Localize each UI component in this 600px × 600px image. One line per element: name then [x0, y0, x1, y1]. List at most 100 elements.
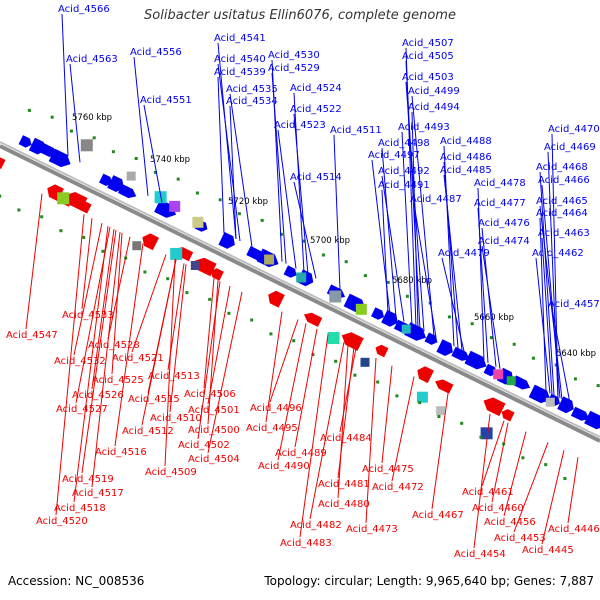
forward-gene-label: Acid_4466	[538, 175, 590, 186]
forward-gene-arrow	[218, 232, 235, 249]
scale-label: 5680 kbp	[392, 276, 432, 286]
noncoding-marker	[418, 401, 422, 405]
noncoding-marker	[50, 115, 54, 119]
reverse-gene-leader	[381, 365, 393, 464]
forward-gene-leader	[539, 171, 555, 396]
forward-gene-label: Acid_4465	[536, 196, 588, 207]
reverse-gene-leader	[207, 280, 219, 425]
annotation-block	[506, 376, 516, 386]
forward-gene-label: Acid_4566	[58, 4, 110, 15]
forward-gene-leader	[277, 129, 297, 269]
reverse-gene-label: Acid_4489	[275, 448, 327, 459]
reverse-gene-leader	[513, 442, 549, 533]
noncoding-marker	[92, 136, 96, 140]
forward-gene-leader	[229, 93, 253, 247]
forward-gene-label: Acid_4514	[290, 172, 342, 183]
reverse-gene-arrow	[268, 290, 285, 308]
noncoding-marker	[311, 353, 315, 357]
forward-gene-leader	[381, 189, 389, 314]
reverse-gene-leader	[141, 259, 177, 426]
noncoding-marker	[176, 177, 180, 181]
forward-gene-label: Acid_4505	[402, 51, 454, 62]
noncoding-marker	[521, 456, 525, 460]
reverse-gene-label: Acid_4483	[280, 538, 332, 549]
reverse-gene-label: Acid_4526	[72, 390, 124, 401]
forward-gene-leader	[401, 131, 413, 326]
forward-gene-label: Acid_4464	[536, 208, 588, 219]
forward-gene-label: Acid_4493	[398, 122, 450, 133]
forward-gene-leader	[535, 257, 551, 394]
forward-gene-leader	[539, 217, 547, 392]
reverse-gene-leader	[81, 218, 93, 310]
noncoding-marker	[353, 373, 357, 377]
forward-gene-label: Acid_4479	[438, 248, 490, 259]
forward-gene-label: Acid_4478	[474, 178, 526, 189]
forward-gene-leader	[293, 92, 305, 273]
forward-gene-leader	[271, 72, 287, 264]
noncoding-marker	[334, 359, 338, 363]
scale-label: 5640 kbp	[556, 349, 596, 359]
noncoding-marker	[531, 356, 535, 360]
annotation-block	[355, 303, 367, 315]
reverse-gene-leader	[277, 323, 307, 461]
reverse-gene-label: Acid_4496	[250, 403, 302, 414]
reverse-gene-label: Acid_4547	[6, 330, 58, 341]
reverse-gene-label: Acid_4490	[258, 461, 310, 472]
noncoding-marker	[0, 194, 2, 198]
reverse-gene-leader	[207, 285, 231, 405]
reverse-gene-label: Acid_4461	[462, 487, 514, 498]
reverse-gene-leader	[481, 420, 505, 487]
reverse-gene-leader	[203, 278, 215, 389]
reverse-gene-label: Acid_4446	[548, 524, 600, 535]
reverse-gene-leader	[169, 264, 187, 413]
noncoding-marker	[395, 394, 399, 398]
forward-gene-leader	[541, 184, 561, 399]
noncoding-marker	[470, 322, 474, 326]
reverse-gene-arrow	[483, 397, 506, 417]
scale-label: 5700 kbp	[310, 236, 350, 246]
forward-gene-label: Acid_4497	[368, 150, 420, 161]
annotation-block	[190, 261, 200, 270]
noncoding-marker	[363, 274, 367, 278]
reverse-gene-label: Acid_4520	[36, 516, 88, 527]
scale-label: 5760 kbp	[72, 113, 112, 123]
annotation-block	[192, 216, 204, 228]
forward-gene-arrow	[584, 410, 600, 430]
forward-gene-leader	[443, 174, 463, 351]
noncoding-marker	[134, 157, 138, 160]
reverse-gene-label: Acid_4454	[454, 549, 506, 560]
noncoding-marker	[143, 270, 147, 274]
forward-gene-label: Acid_4534	[226, 96, 278, 107]
reverse-gene-label: Acid_4472	[372, 482, 424, 493]
noncoding-marker	[479, 435, 483, 439]
noncoding-marker	[218, 198, 222, 202]
forward-gene-label: Acid_4468	[536, 162, 588, 173]
forward-gene-label: Acid_4523	[274, 120, 326, 131]
forward-gene-leader	[229, 105, 237, 240]
forward-gene-leader	[481, 245, 501, 369]
reverse-gene-label: Acid_4509	[145, 467, 197, 478]
reverse-gene-leader	[337, 344, 349, 499]
forward-gene-arrow	[117, 184, 137, 199]
reverse-gene-leader	[73, 226, 109, 503]
reverse-gene-arrow	[341, 332, 364, 351]
noncoding-marker	[269, 332, 273, 336]
reverse-gene-leader	[294, 328, 318, 448]
forward-gene-leader	[133, 56, 149, 196]
reverse-gene-leader	[114, 243, 144, 447]
forward-gene-label: Acid_4477	[474, 198, 526, 209]
noncoding-marker	[489, 336, 493, 340]
forward-gene-arrow	[528, 384, 551, 404]
forward-gene-leader	[217, 76, 225, 234]
reverse-gene-arrow	[375, 344, 389, 358]
forward-gene-label: Acid_4494	[408, 102, 460, 113]
annotation-block	[360, 357, 370, 367]
annotation-block	[170, 247, 183, 260]
noncoding-marker	[563, 477, 567, 480]
noncoding-marker	[17, 208, 21, 212]
forward-gene-label: Acid_4476	[478, 218, 530, 229]
annotation-block	[80, 139, 93, 152]
reverse-gene-leader	[541, 450, 565, 545]
forward-gene-leader	[539, 205, 563, 400]
forward-gene-arrow	[371, 307, 384, 320]
